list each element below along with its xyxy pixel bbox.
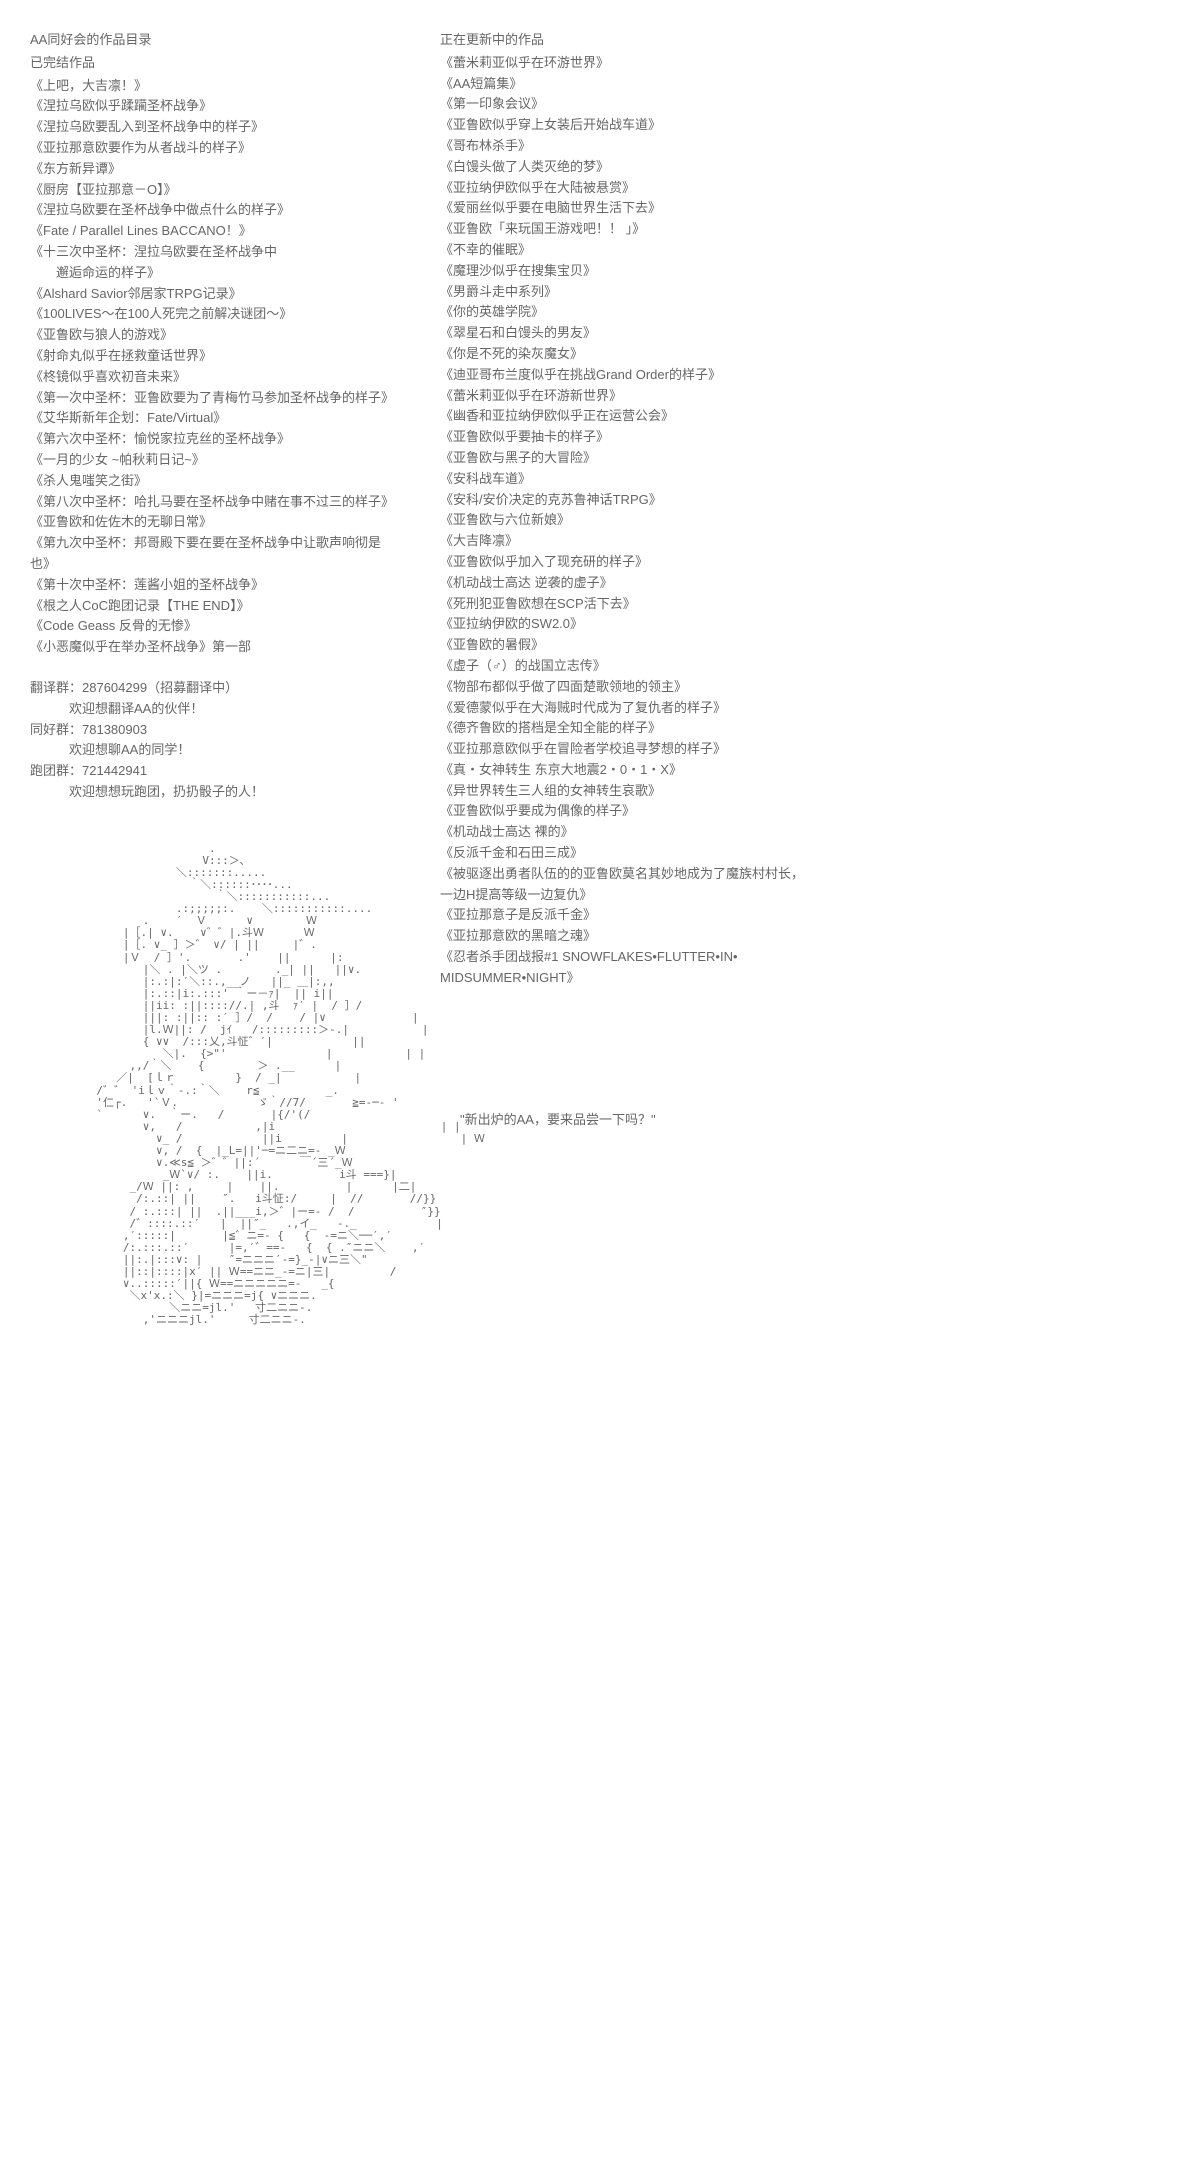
- work-item: 《爱丽丝似乎要在电脑世界生活下去》: [440, 198, 1172, 219]
- work-item: 《异世界转生三人组的女神转生哀歌》: [440, 781, 1172, 802]
- updating-works-list: 《蕾米莉亚似乎在环游世界》《AA短篇集》《第一印象会议》《亚鲁欧似乎穿上女装后开…: [440, 53, 1172, 989]
- work-item: 《蕾米莉亚似乎在环游新世界》: [440, 386, 1172, 407]
- work-item: 《白馒头做了人类灭绝的梦》: [440, 157, 1172, 178]
- work-item: 《亚拉那意欧的黑暗之魂》: [440, 926, 1172, 947]
- work-item: 《十三次中圣杯：涅拉乌欧要在圣杯战争中: [30, 242, 400, 263]
- work-item: 《亚鲁欧似乎穿上女装后开始战车道》: [440, 115, 1172, 136]
- work-item: 《AA短篇集》: [440, 74, 1172, 95]
- work-item: 《翠星石和白馒头的男友》: [440, 323, 1172, 344]
- work-item: 《一月的少女 ~帕秋莉日记~》: [30, 450, 400, 471]
- work-item: 《第十次中圣杯：莲酱小姐的圣杯战争》: [30, 575, 400, 596]
- work-item: 《亚鲁欧似乎加入了现充研的样子》: [440, 552, 1172, 573]
- work-item: 《亚拉那意欧似乎在冒险者学校追寻梦想的样子》: [440, 739, 1172, 760]
- work-item: 《反派千金和石田三成》: [440, 843, 1172, 864]
- work-item: 《亚鲁欧与狼人的游戏》: [30, 325, 400, 346]
- work-item: 《亚鲁欧和佐佐木的无聊日常》: [30, 512, 400, 533]
- work-item: 《亚鲁欧的暑假》: [440, 635, 1172, 656]
- completed-works-list: 《上吧，大吉凛！》《涅拉乌欧似乎蹂躏圣杯战争》《涅拉乌欧要乱入到圣杯战争中的样子…: [30, 76, 400, 658]
- caption-text: "新出炉的AA，要来品尝一下吗？": [440, 1109, 1172, 1128]
- work-item: 《涅拉乌欧似乎蹂躏圣杯战争》: [30, 96, 400, 117]
- work-item: 《东方新异谭》: [30, 159, 400, 180]
- translate-group-label: 翻译群：287604299（招募翻译中）: [30, 678, 400, 699]
- work-item: 《涅拉乌欧要乱入到圣杯战争中的样子》: [30, 117, 400, 138]
- left-column: AA同好会的作品目录 已完结作品 《上吧，大吉凛！》《涅拉乌欧似乎蹂躏圣杯战争》…: [30, 30, 400, 1326]
- work-item: 《上吧，大吉凛！》: [30, 76, 400, 97]
- work-item: 《杀人鬼嗤笑之街》: [30, 471, 400, 492]
- work-item: 《安科/安价决定的克苏鲁神话TRPG》: [440, 490, 1172, 511]
- work-item: MIDSUMMER•NIGHT》: [440, 968, 1172, 989]
- work-item: 《小恶魔似乎在举办圣杯战争》第一部: [30, 637, 400, 658]
- work-item: 《虚子（♂）的战国立志传》: [440, 656, 1172, 677]
- work-item: 《艾华斯新年企划：Fate/Virtual》: [30, 408, 400, 429]
- work-item: 《Code Geass 反骨的无惨》: [30, 616, 400, 637]
- work-item: 《亚拉纳伊欧的SW2.0》: [440, 614, 1172, 635]
- groups-section: 翻译群：287604299（招募翻译中） 欢迎想翻译AA的伙伴！ 同好群：781…: [30, 678, 400, 803]
- work-item: 《根之人CoC跑团记录【THE END】》: [30, 596, 400, 617]
- work-item: 《不幸的催眠》: [440, 240, 1172, 261]
- work-item: 《亚鲁欧似乎要成为偶像的样子》: [440, 801, 1172, 822]
- work-item: 《柊镜似乎喜欢初音未来》: [30, 367, 400, 388]
- work-item: 《射命丸似乎在拯救童话世界》: [30, 346, 400, 367]
- work-item: 《Fate / Parallel Lines BACCANO！》: [30, 221, 400, 242]
- work-item: 《哥布林杀手》: [440, 136, 1172, 157]
- work-item: 一边H提高等级一边复仇》: [440, 885, 1172, 906]
- work-item: 《物部布都似乎做了四面楚歌领地的领主》: [440, 677, 1172, 698]
- work-item: 《亚拉纳伊欧似乎在大陆被悬赏》: [440, 178, 1172, 199]
- work-item: 《机动战士高达 裸的》: [440, 822, 1172, 843]
- work-item: 《第九次中圣杯：邦哥殿下要在要在圣杯战争中让歌声响彻是也》: [30, 533, 400, 575]
- work-item: 《亚鲁欧似乎要抽卡的样子》: [440, 427, 1172, 448]
- work-item: 《厨房【亚拉那意－O】》: [30, 180, 400, 201]
- right-column: 正在更新中的作品 《蕾米莉亚似乎在环游世界》《AA短篇集》《第一印象会议》《亚鲁…: [440, 30, 1172, 1326]
- work-item: 《第一次中圣杯：亚鲁欧要为了青梅竹马参加圣杯战争的样子》: [30, 388, 400, 409]
- fan-group-desc: 欢迎想聊AA的同学！: [30, 740, 400, 761]
- work-item: 《亚拉那意欧要作为从者战斗的样子》: [30, 138, 400, 159]
- work-item: 《魔理沙似乎在搜集宝贝》: [440, 261, 1172, 282]
- work-item: 《被驱逐出勇者队伍的的亚鲁欧莫名其妙地成为了魔族村村长，: [440, 864, 1172, 885]
- fan-group-label: 同好群：781380903: [30, 720, 400, 741]
- work-item: 《幽香和亚拉纳伊欧似乎正在运营公会》: [440, 406, 1172, 427]
- work-item: 《真・女神转生 东京大地震2・0・1・X》: [440, 760, 1172, 781]
- work-item: 《亚鲁欧「来玩国王游戏吧！！ 」》: [440, 219, 1172, 240]
- work-item: 《你是不死的染灰魔女》: [440, 344, 1172, 365]
- run-group-desc: 欢迎想想玩跑团，扔扔骰子的人！: [30, 782, 400, 803]
- updating-title: 正在更新中的作品: [440, 30, 1172, 51]
- work-item: 《第一印象会议》: [440, 94, 1172, 115]
- work-item: 《忍者杀手团战报#1 SNOWFLAKES•FLUTTER•IN•: [440, 947, 1172, 968]
- work-item: 《第六次中圣杯：愉悦家拉克丝的圣杯战争》: [30, 429, 400, 450]
- work-item: 《迪亚哥布兰度似乎在挑战Grand Order的样子》: [440, 365, 1172, 386]
- work-item: 《德齐鲁欧的搭档是全知全能的样子》: [440, 718, 1172, 739]
- catalog-header: AA同好会的作品目录: [30, 30, 400, 51]
- run-group-label: 跑团群：721442941: [30, 761, 400, 782]
- work-item: 《蕾米莉亚似乎在环游世界》: [440, 53, 1172, 74]
- work-item: 《亚拉那意子是反派千金》: [440, 905, 1172, 926]
- work-item: 《爱德蒙似乎在大海贼时代成为了复仇者的样子》: [440, 698, 1172, 719]
- work-item: 《男爵斗走中系列》: [440, 282, 1172, 303]
- work-item: 《死刑犯亚鲁欧想在SCP活下去》: [440, 594, 1172, 615]
- work-item: 《Alshard Savior邻居家TRPG记录》: [30, 284, 400, 305]
- work-item: 《亚鲁欧与黑子的大冒险》: [440, 448, 1172, 469]
- translate-group-desc: 欢迎想翻译AA的伙伴！: [30, 699, 400, 720]
- completed-title: 已完结作品: [30, 53, 400, 74]
- work-item: 《100LIVES～在100人死完之前解决谜团～》: [30, 304, 400, 325]
- ascii-art: . V:::＞､ ＼:::::::..... ｀＼::::::････... ｀…: [50, 843, 400, 1327]
- work-item: 《亚鲁欧与六位新娘》: [440, 510, 1172, 531]
- work-item: 《涅拉乌欧要在圣杯战争中做点什么的样子》: [30, 200, 400, 221]
- work-item: 《安科战车道》: [440, 469, 1172, 490]
- work-item: 《机动战士高达 逆袭的虚子》: [440, 573, 1172, 594]
- work-item: 《大吉降凛》: [440, 531, 1172, 552]
- work-item: 《第八次中圣杯：哈扎马要在圣杯战争中赌在事不过三的样子》: [30, 492, 400, 513]
- work-item: 邂逅命运的样子》: [30, 263, 400, 284]
- work-item: 《你的英雄学院》: [440, 302, 1172, 323]
